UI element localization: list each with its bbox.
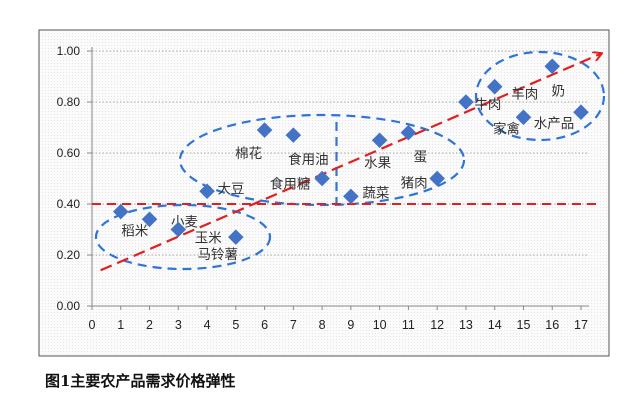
x-tick-label: 13 [459,318,473,332]
x-tick-label: 3 [175,318,182,332]
x-tick-label: 14 [488,318,502,332]
x-tick-label: 1 [117,318,124,332]
x-tick-label: 7 [290,318,297,332]
cluster-ellipse [474,50,606,142]
annotations [92,50,606,272]
data-point [228,229,244,245]
point-label: 家禽 [493,120,521,137]
x-tick-label: 15 [517,318,531,332]
point-label: 奶 [551,83,565,99]
data-point [314,170,330,187]
data-point [112,203,129,220]
point-label: 玉米 [195,231,222,247]
y-tick-label: 0.00 [57,299,81,313]
point-label: 稻米 [121,224,148,240]
y-tick-label: 0.40 [57,197,81,211]
point-label: 水果 [364,155,391,171]
x-tick-label: 16 [545,318,559,332]
data-point [371,132,388,149]
point-label: 猪肉 [401,176,428,192]
x-tick-label: 0 [89,318,96,332]
figure-caption: 图1主要农产品需求价格弹性 [45,372,236,390]
x-tick-label: 4 [204,318,211,332]
x-tick-label: 2 [146,318,153,332]
data-point [199,183,215,200]
trend-arrow [100,54,602,272]
point-label: 水产品 [534,116,575,132]
point-label: 食用油 [288,151,329,168]
data-point [170,221,187,238]
chart-frame [38,29,610,357]
point-label: 大豆 [218,181,245,197]
x-tick-label: 11 [402,318,415,332]
point-label: 蔬菜 [362,185,389,201]
point-label: 马铃薯 [198,247,239,263]
point-label: 棉花 [235,146,262,162]
cluster-ellipse [94,203,272,271]
x-tick-label: 6 [261,318,268,332]
y-tick-label: 0.20 [57,248,81,262]
y-tick-label: 0.60 [57,146,81,160]
axes: 0.000.200.400.600.801.000 1 2 3 4 5 6 7 8 9 10 11 12… [57,44,589,332]
y-tick-label: 1.00 [57,44,81,58]
data-point [343,188,359,205]
point-label: 羊肉 [511,87,538,103]
y-tick-label: 0.80 [57,95,81,109]
x-tick-label: 8 [319,318,326,332]
point-label: 食用糖 [270,176,311,193]
x-tick-label: 17 [574,318,588,332]
x-tick-label: 10 [373,318,387,332]
data-point [141,211,158,228]
point-label: 牛肉 [474,97,501,113]
x-tick-label: 9 [347,318,354,332]
data-point [285,127,302,143]
point-label: 蛋 [414,150,428,166]
x-tick-label: 5 [232,318,239,332]
x-tick-label: 12 [430,318,444,332]
data-point [429,170,445,187]
